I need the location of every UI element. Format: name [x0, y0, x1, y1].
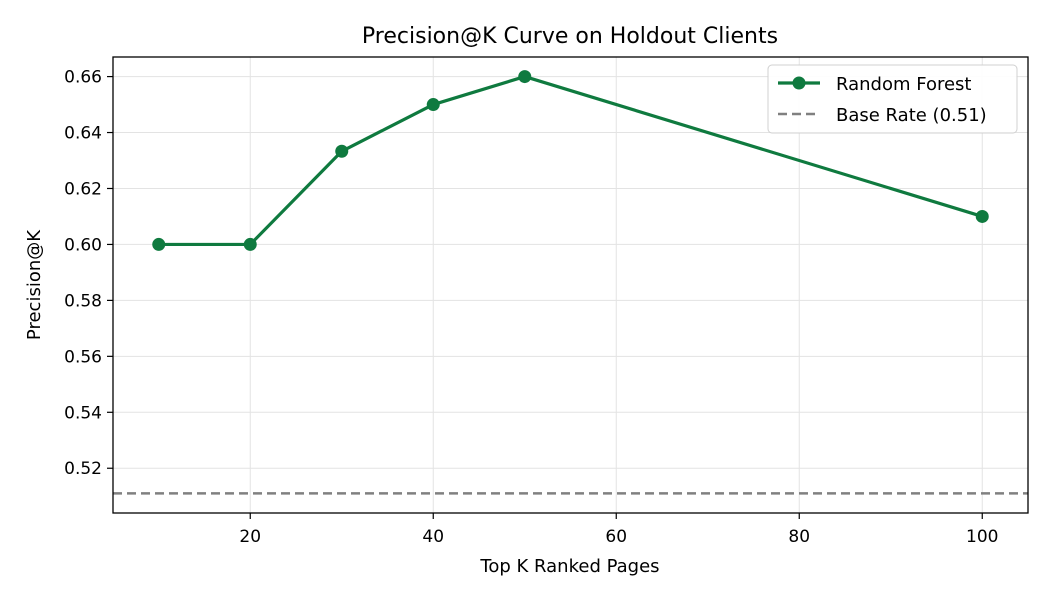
y-tick-label: 0.60: [64, 235, 102, 255]
chart-title: Precision@K Curve on Holdout Clients: [362, 24, 778, 49]
legend: Random Forest Base Rate (0.51): [767, 64, 1018, 134]
plot-area-frame: [112, 56, 1029, 514]
data-point: [975, 209, 989, 223]
legend-label-random-forest: Random Forest: [836, 74, 971, 95]
data-point: [243, 237, 257, 251]
y-axis: 0.52 0.54 0.56 0.58 0.60 0.62 0.64 0.66: [64, 68, 113, 479]
legend-label-base-rate: Base Rate (0.51): [836, 105, 987, 126]
y-tick-label: 0.56: [64, 347, 102, 367]
series-line-random-forest: [158, 74, 983, 247]
x-tick-label: 100: [966, 527, 998, 547]
data-point: [426, 98, 440, 112]
series-layer: [152, 70, 989, 251]
x-tick-label: 40: [422, 527, 444, 547]
data-point: [335, 144, 349, 158]
legend-box: [767, 64, 1018, 134]
y-tick-label: 0.64: [64, 124, 102, 144]
x-tick-label: 20: [239, 527, 261, 547]
y-tick-label: 0.66: [64, 68, 102, 88]
x-axis-label: Top K Ranked Pages: [479, 556, 659, 577]
y-tick-label: 0.62: [64, 179, 102, 199]
x-axis: 20 40 60 80 100: [239, 513, 998, 547]
data-point: [518, 70, 532, 84]
y-tick-label: 0.52: [64, 459, 102, 479]
legend-marker-random-forest: [792, 76, 806, 90]
y-axis-label: Precision@K: [24, 229, 45, 340]
x-tick-label: 60: [605, 527, 627, 547]
data-point: [152, 237, 166, 251]
x-tick-label: 80: [788, 527, 810, 547]
y-tick-label: 0.54: [64, 403, 102, 423]
y-tick-label: 0.58: [64, 291, 102, 311]
